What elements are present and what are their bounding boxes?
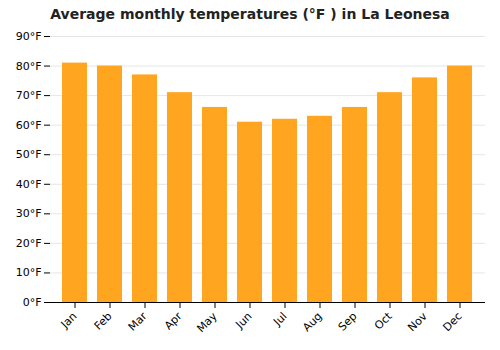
svg-text:Jun: Jun — [233, 310, 255, 332]
svg-text:20°F: 20°F — [16, 237, 42, 250]
svg-text:10°F: 10°F — [16, 266, 42, 279]
svg-text:Nov: Nov — [405, 309, 430, 334]
svg-text:Mar: Mar — [126, 309, 150, 333]
svg-text:30°F: 30°F — [16, 207, 42, 220]
svg-text:May: May — [194, 309, 220, 335]
svg-text:Dec: Dec — [440, 310, 464, 334]
svg-text:70°F: 70°F — [16, 89, 42, 102]
svg-text:80°F: 80°F — [16, 60, 42, 73]
html-text:Average monthly temperatures (: Average monthly temperatures (°F ) in La… — [50, 6, 450, 22]
svg-text:40°F: 40°F — [16, 178, 42, 191]
svg-text:Jan: Jan — [58, 310, 80, 332]
svg-text:60°F: 60°F — [16, 119, 42, 132]
svg-text:Apr: Apr — [162, 309, 185, 332]
svg-text:Oct: Oct — [372, 309, 395, 332]
svg-text:0°F: 0°F — [23, 296, 42, 309]
svg-text:Aug: Aug — [300, 310, 324, 334]
svg-text:Feb: Feb — [92, 310, 115, 333]
svg-text:Jul: Jul — [270, 310, 289, 329]
svg-text:90°F: 90°F — [16, 30, 42, 43]
svg-text:Sep: Sep — [336, 310, 360, 334]
svg-text:50°F: 50°F — [16, 148, 42, 161]
